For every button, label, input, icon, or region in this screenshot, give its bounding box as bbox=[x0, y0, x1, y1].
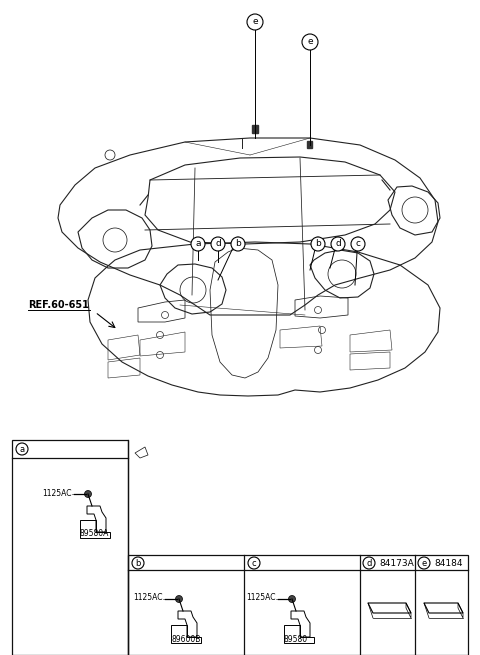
Text: 89580: 89580 bbox=[284, 635, 308, 643]
Text: 1125AC: 1125AC bbox=[247, 593, 276, 603]
Bar bbox=[307, 141, 312, 148]
Bar bbox=[252, 125, 258, 133]
Circle shape bbox=[211, 237, 225, 251]
Circle shape bbox=[84, 491, 92, 498]
Text: b: b bbox=[135, 559, 141, 567]
Text: 1125AC: 1125AC bbox=[133, 593, 163, 603]
Text: 89600B: 89600B bbox=[171, 635, 200, 643]
Text: 84173A: 84173A bbox=[379, 559, 414, 567]
Text: e: e bbox=[307, 37, 313, 47]
Text: 84184: 84184 bbox=[434, 559, 463, 567]
Text: c: c bbox=[356, 240, 360, 248]
Text: e: e bbox=[421, 559, 427, 567]
Circle shape bbox=[331, 237, 345, 251]
Circle shape bbox=[247, 14, 263, 30]
Text: d: d bbox=[366, 559, 372, 567]
Text: 89580A: 89580A bbox=[80, 529, 109, 538]
Bar bbox=[128, 555, 468, 655]
Text: a: a bbox=[19, 445, 24, 453]
Circle shape bbox=[191, 237, 205, 251]
Circle shape bbox=[231, 237, 245, 251]
Circle shape bbox=[176, 595, 182, 603]
Bar bbox=[12, 440, 128, 655]
Circle shape bbox=[288, 595, 296, 603]
Circle shape bbox=[132, 557, 144, 569]
Text: c: c bbox=[252, 559, 256, 567]
Circle shape bbox=[16, 443, 28, 455]
Text: REF.60-651: REF.60-651 bbox=[28, 300, 89, 310]
Circle shape bbox=[302, 34, 318, 50]
Text: 1125AC: 1125AC bbox=[43, 489, 72, 498]
Text: a: a bbox=[195, 240, 201, 248]
Circle shape bbox=[418, 557, 430, 569]
Text: b: b bbox=[235, 240, 241, 248]
Text: d: d bbox=[335, 240, 341, 248]
Circle shape bbox=[351, 237, 365, 251]
Circle shape bbox=[311, 237, 325, 251]
Circle shape bbox=[363, 557, 375, 569]
Text: e: e bbox=[252, 18, 258, 26]
Text: b: b bbox=[315, 240, 321, 248]
Circle shape bbox=[248, 557, 260, 569]
Text: d: d bbox=[215, 240, 221, 248]
